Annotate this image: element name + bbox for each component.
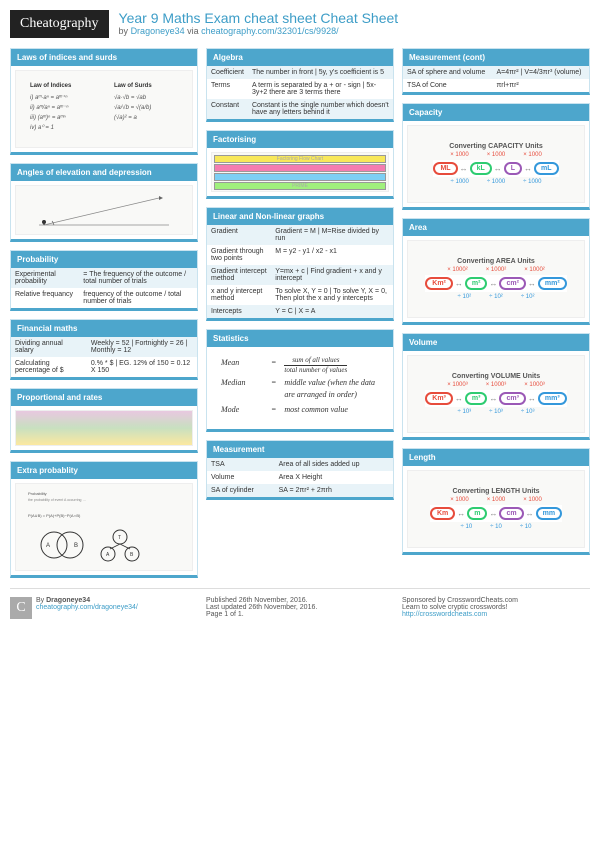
volume-image: Converting VOLUME Units× 1000³× 1000³× 1… — [407, 355, 585, 433]
column-3: Measurement (cont) SA of sphere and volu… — [402, 48, 590, 578]
svg-text:iii) (aᵐ)ⁿ = aᵐⁿ: iii) (aᵐ)ⁿ = aᵐⁿ — [30, 115, 66, 121]
svg-text:B: B — [130, 552, 134, 558]
box-header: Proportional and rates — [11, 389, 197, 406]
table-row: GradientGradient = M | M=Rise divided by… — [207, 225, 393, 245]
box-length: Length Converting LENGTH Units× 1000× 10… — [402, 448, 590, 555]
table-row: Gradient through two pointsM = y2 - y1 /… — [207, 245, 393, 265]
box-laws: Laws of indices and surds Law of Indices… — [10, 48, 198, 155]
extra-image: Probability the probability of event A o… — [15, 483, 193, 571]
svg-text:Law of Surds: Law of Surds — [114, 83, 152, 89]
byline: by Dragoneye34 via cheatography.com/3230… — [119, 26, 590, 36]
box-linear: Linear and Non-linear graphs GradientGra… — [206, 207, 394, 321]
box-statistics: Statistics Mean = sum of all values tota… — [206, 329, 394, 432]
source-link[interactable]: cheatography.com/32301/cs/9928/ — [201, 26, 338, 36]
svg-text:A: A — [46, 543, 50, 549]
laws-image: Law of Indices Law of Surds i) aᵐ·aⁿ = a… — [15, 70, 193, 148]
svg-text:(√a)² = a: (√a)² = a — [114, 114, 137, 121]
footer-sponsor: Sponsored by CrosswordCheats.com — [402, 597, 590, 604]
box-header: Measurement (cont) — [403, 49, 589, 66]
box-angles: Angles of elevation and depression — [10, 163, 198, 242]
footer: C By Dragoneye34 cheatography.com/dragon… — [10, 588, 590, 619]
table-row: Gradient intercept methodY=mx + c | Find… — [207, 265, 393, 285]
capacity-image: Converting CAPACITY Units× 1000× 1000× 1… — [407, 125, 585, 203]
box-header: Extra probablity — [11, 462, 197, 479]
box-header: Algebra — [207, 49, 393, 66]
table-row: VolumeArea X Height — [207, 471, 393, 484]
svg-text:Probability: Probability — [28, 491, 47, 496]
footer-published: Published 26th November, 2016. — [206, 597, 394, 604]
footer-sponsor-link[interactable]: http://crosswordcheats.com — [402, 611, 487, 618]
box-header: Statistics — [207, 330, 393, 347]
footer-author: Dragoneye34 — [46, 597, 90, 604]
length-image: Converting LENGTH Units× 1000× 1000× 100… — [407, 470, 585, 548]
footer-logo-icon: C — [10, 597, 32, 619]
box-header: Laws of indices and surds — [11, 49, 197, 66]
box-header: Probability — [11, 251, 197, 268]
table-row: Experimental probability= The frequency … — [11, 268, 197, 288]
footer-updated: Last updated 26th November, 2016. — [206, 604, 394, 611]
table-row: x and y intercept methodTo solve X, Y = … — [207, 285, 393, 305]
box-header: Length — [403, 449, 589, 466]
box-header: Linear and Non-linear graphs — [207, 208, 393, 225]
table-row: InterceptsY = C | X = A — [207, 305, 393, 318]
svg-text:A: A — [106, 552, 110, 558]
table-row: CoefficientThe number in front | 5y, y's… — [207, 66, 393, 79]
box-header: Measurement — [207, 441, 393, 458]
box-algebra: Algebra CoefficientThe number in front |… — [206, 48, 394, 122]
statistics-formulas: Mean = sum of all values total number of… — [211, 351, 389, 425]
table-row: SA of sphere and volumeA=4πr² | V=4/3πr³… — [403, 66, 589, 79]
site-logo: Cheatography — [10, 10, 109, 38]
author-link[interactable]: Dragoneye34 — [131, 26, 185, 36]
box-probability: Probability Experimental probability= Th… — [10, 250, 198, 311]
box-header: Financial maths — [11, 320, 197, 337]
table-row: Relative frequancyfrequency of the outco… — [11, 288, 197, 308]
box-financial: Financial maths Dividing annual salaryWe… — [10, 319, 198, 380]
angles-image — [15, 185, 193, 235]
table-row: Dividing annual salaryWeekly = 52 | Fort… — [11, 337, 197, 357]
svg-text:ii) aᵐ/aⁿ = aᵐ⁻ⁿ: ii) aᵐ/aⁿ = aᵐ⁻ⁿ — [30, 105, 69, 111]
table-row: SA of cylinderSA = 2πr² + 2πrh — [207, 484, 393, 497]
page-title: Year 9 Maths Exam cheat sheet Cheat Shee… — [119, 10, 590, 26]
box-header: Capacity — [403, 104, 589, 121]
box-header: Area — [403, 219, 589, 236]
column-1: Laws of indices and surds Law of Indices… — [10, 48, 198, 578]
svg-text:T: T — [118, 535, 121, 541]
box-header: Factorising — [207, 131, 393, 148]
table-row: TermsA term is separated by a + or - sig… — [207, 79, 393, 99]
box-volume: Volume Converting VOLUME Units× 1000³× 1… — [402, 333, 590, 440]
box-header: Volume — [403, 334, 589, 351]
table-row: TSA of Coneπrl+πr² — [403, 79, 589, 92]
svg-text:P(A∪B) = P(A)+P(B)−P(A∩B): P(A∪B) = P(A)+P(B)−P(A∩B) — [28, 513, 81, 518]
page-header: Cheatography Year 9 Maths Exam cheat she… — [10, 10, 590, 38]
column-2: Algebra CoefficientThe number in front |… — [206, 48, 394, 578]
box-area: Area Converting AREA Units× 1000²× 1000²… — [402, 218, 590, 325]
area-image: Converting AREA Units× 1000²× 1000²× 100… — [407, 240, 585, 318]
box-extra: Extra probablity Probability the probabi… — [10, 461, 198, 578]
footer-tagline: Learn to solve cryptic crosswords! — [402, 604, 590, 611]
table-row: TSAArea of all sides added up — [207, 458, 393, 471]
table-row: ConstantConstant is the single number wh… — [207, 99, 393, 119]
svg-text:the probability of event A occ: the probability of event A occurring … — [28, 498, 86, 502]
box-measurement: Measurement TSAArea of all sides added u… — [206, 440, 394, 500]
box-header: Angles of elevation and depression — [11, 164, 197, 181]
table-row: Calculating percentage of $0.% * $ | EG.… — [11, 357, 197, 377]
box-factorising: Factorising Factoring Flow Chart PRIME — [206, 130, 394, 199]
footer-page: Page 1 of 1. — [206, 611, 394, 618]
proportional-image — [15, 410, 193, 446]
svg-text:Law of Indices: Law of Indices — [30, 83, 72, 89]
svg-text:i) aᵐ·aⁿ = aᵐ⁺ⁿ: i) aᵐ·aⁿ = aᵐ⁺ⁿ — [30, 94, 68, 101]
box-measurement-cont: Measurement (cont) SA of sphere and volu… — [402, 48, 590, 95]
svg-text:√a·√b = √ab: √a·√b = √ab — [114, 94, 147, 101]
box-capacity: Capacity Converting CAPACITY Units× 1000… — [402, 103, 590, 210]
svg-text:√a/√b = √(a/b): √a/√b = √(a/b) — [114, 104, 151, 111]
box-proportional: Proportional and rates — [10, 388, 198, 453]
svg-text:B: B — [74, 543, 78, 549]
svg-text:iv) a⁰ = 1: iv) a⁰ = 1 — [30, 124, 54, 131]
footer-author-link[interactable]: cheatography.com/dragoneye34/ — [36, 604, 138, 611]
factorising-image: Factoring Flow Chart PRIME — [211, 152, 389, 192]
